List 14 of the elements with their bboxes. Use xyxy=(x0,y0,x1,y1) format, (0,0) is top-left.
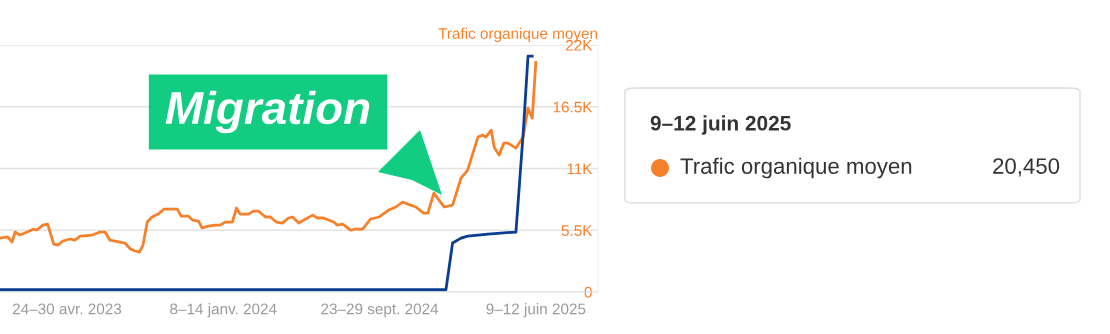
y-tick-label: 16.5K xyxy=(553,101,593,113)
line-series xyxy=(0,61,538,254)
x-tick-label: 23–29 sept. 2024 xyxy=(321,303,439,318)
legend-label: Trafic organique moyen xyxy=(680,157,912,179)
y-tick-label: 5.5K xyxy=(561,225,593,236)
line-series xyxy=(0,54,534,292)
x-tick-label: 8–14 janv. 2024 xyxy=(170,303,277,318)
annotation: Migration xyxy=(165,90,370,134)
y-tick-label: 11K xyxy=(567,163,593,175)
text: 9–12 juin 2025 xyxy=(650,115,791,135)
y-tick-label: 0 xyxy=(584,286,592,298)
x-tick-label: 24–30 avr. 2023 xyxy=(12,303,122,315)
x-tick-label: 9–12 juin 2025 xyxy=(486,303,586,318)
text: 20,450 xyxy=(993,158,1060,177)
